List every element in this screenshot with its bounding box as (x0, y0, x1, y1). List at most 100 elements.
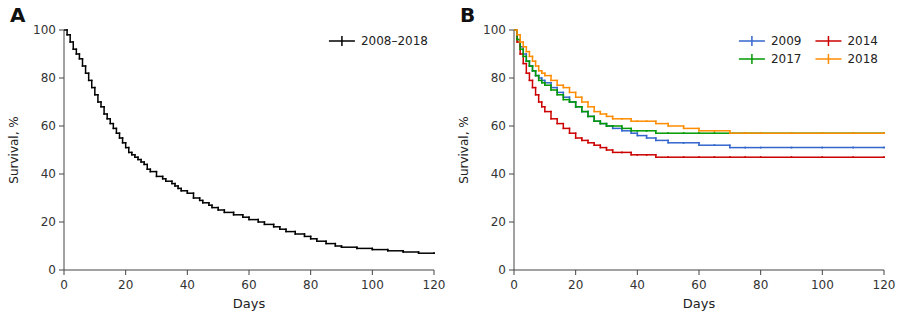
step (600, 123, 606, 125)
step (631, 154, 637, 156)
x-tick (884, 270, 885, 275)
step (853, 156, 884, 158)
y-tick-label: 60 (41, 119, 56, 133)
step (280, 228, 286, 230)
legend-label: 2018 (847, 52, 878, 66)
step (792, 132, 823, 134)
x-tick (249, 270, 250, 275)
y-tick-label: 40 (491, 167, 506, 181)
legend-label: 2017 (771, 52, 802, 66)
panel: 020406080100120020406080100DaysSurvival,… (457, 3, 895, 311)
step (545, 82, 551, 84)
survival-curve (514, 30, 884, 148)
step (684, 142, 699, 144)
step (613, 128, 622, 130)
step (792, 156, 823, 158)
step (714, 130, 729, 132)
y-axis-line (514, 30, 515, 270)
y-tick-label: 0 (498, 263, 506, 277)
legend-swatch-tick (341, 36, 343, 46)
step (607, 125, 613, 127)
step (372, 249, 387, 251)
x-tick-label: 20 (118, 278, 133, 292)
step (622, 130, 631, 132)
step (317, 240, 326, 242)
step (594, 111, 600, 113)
step (403, 251, 418, 253)
step (545, 111, 551, 113)
step (594, 120, 600, 122)
step (388, 250, 403, 252)
step (637, 130, 646, 132)
step (656, 123, 668, 125)
step (647, 154, 656, 156)
step (699, 130, 714, 132)
y-tick (509, 126, 514, 127)
y-tick (59, 30, 64, 31)
step (656, 140, 668, 142)
step (264, 224, 273, 226)
y-tick (59, 78, 64, 79)
x-tick-label: 40 (180, 278, 195, 292)
x-tick (514, 270, 515, 275)
x-tick-label: 60 (691, 278, 706, 292)
y-axis-label: Survival, % (457, 116, 471, 183)
step-riser (538, 95, 540, 102)
step (311, 238, 317, 240)
x-tick-label: 60 (241, 278, 256, 292)
step (668, 142, 683, 144)
step (699, 132, 714, 134)
step (563, 96, 569, 98)
step (557, 123, 563, 125)
step (607, 125, 613, 127)
step (745, 132, 760, 134)
step (576, 137, 582, 139)
step-riser (88, 73, 90, 80)
step (545, 84, 551, 86)
survival-curve (514, 30, 884, 157)
step (684, 156, 699, 158)
step (576, 106, 582, 108)
step (600, 123, 606, 125)
step (582, 111, 588, 113)
x-tick (434, 270, 435, 275)
step (224, 212, 233, 214)
y-tick (59, 126, 64, 127)
step (249, 219, 258, 221)
step (557, 92, 563, 94)
step (357, 248, 372, 250)
legend-label: 2008–2018 (361, 34, 428, 48)
y-tick (59, 222, 64, 223)
legend: 2008–2018 (329, 34, 428, 48)
x-tick (575, 270, 576, 275)
step (563, 128, 569, 130)
panel: 020406080100120020406080100DaysSurvival,… (7, 3, 445, 311)
step (600, 147, 606, 149)
step (745, 156, 760, 158)
legend-swatch-tick (751, 36, 753, 46)
step (582, 111, 588, 113)
legend-swatch-tick (828, 36, 830, 46)
step (668, 156, 683, 158)
x-tick (760, 270, 761, 275)
step (637, 135, 646, 137)
panel-title: A (10, 3, 26, 27)
step (157, 176, 163, 178)
step (761, 156, 792, 158)
x-tick (187, 270, 188, 275)
step (730, 132, 745, 134)
step (187, 192, 193, 194)
step (150, 171, 156, 173)
step (588, 116, 594, 118)
x-tick-label: 120 (423, 278, 446, 292)
x-tick-label: 80 (753, 278, 768, 292)
step (563, 87, 569, 89)
step-riser (91, 80, 93, 87)
step (607, 116, 613, 118)
step (551, 118, 557, 120)
y-tick-label: 20 (491, 215, 506, 229)
step (563, 99, 569, 101)
step (730, 156, 745, 158)
x-tick-label: 120 (873, 278, 896, 292)
survival-curve (514, 30, 884, 133)
